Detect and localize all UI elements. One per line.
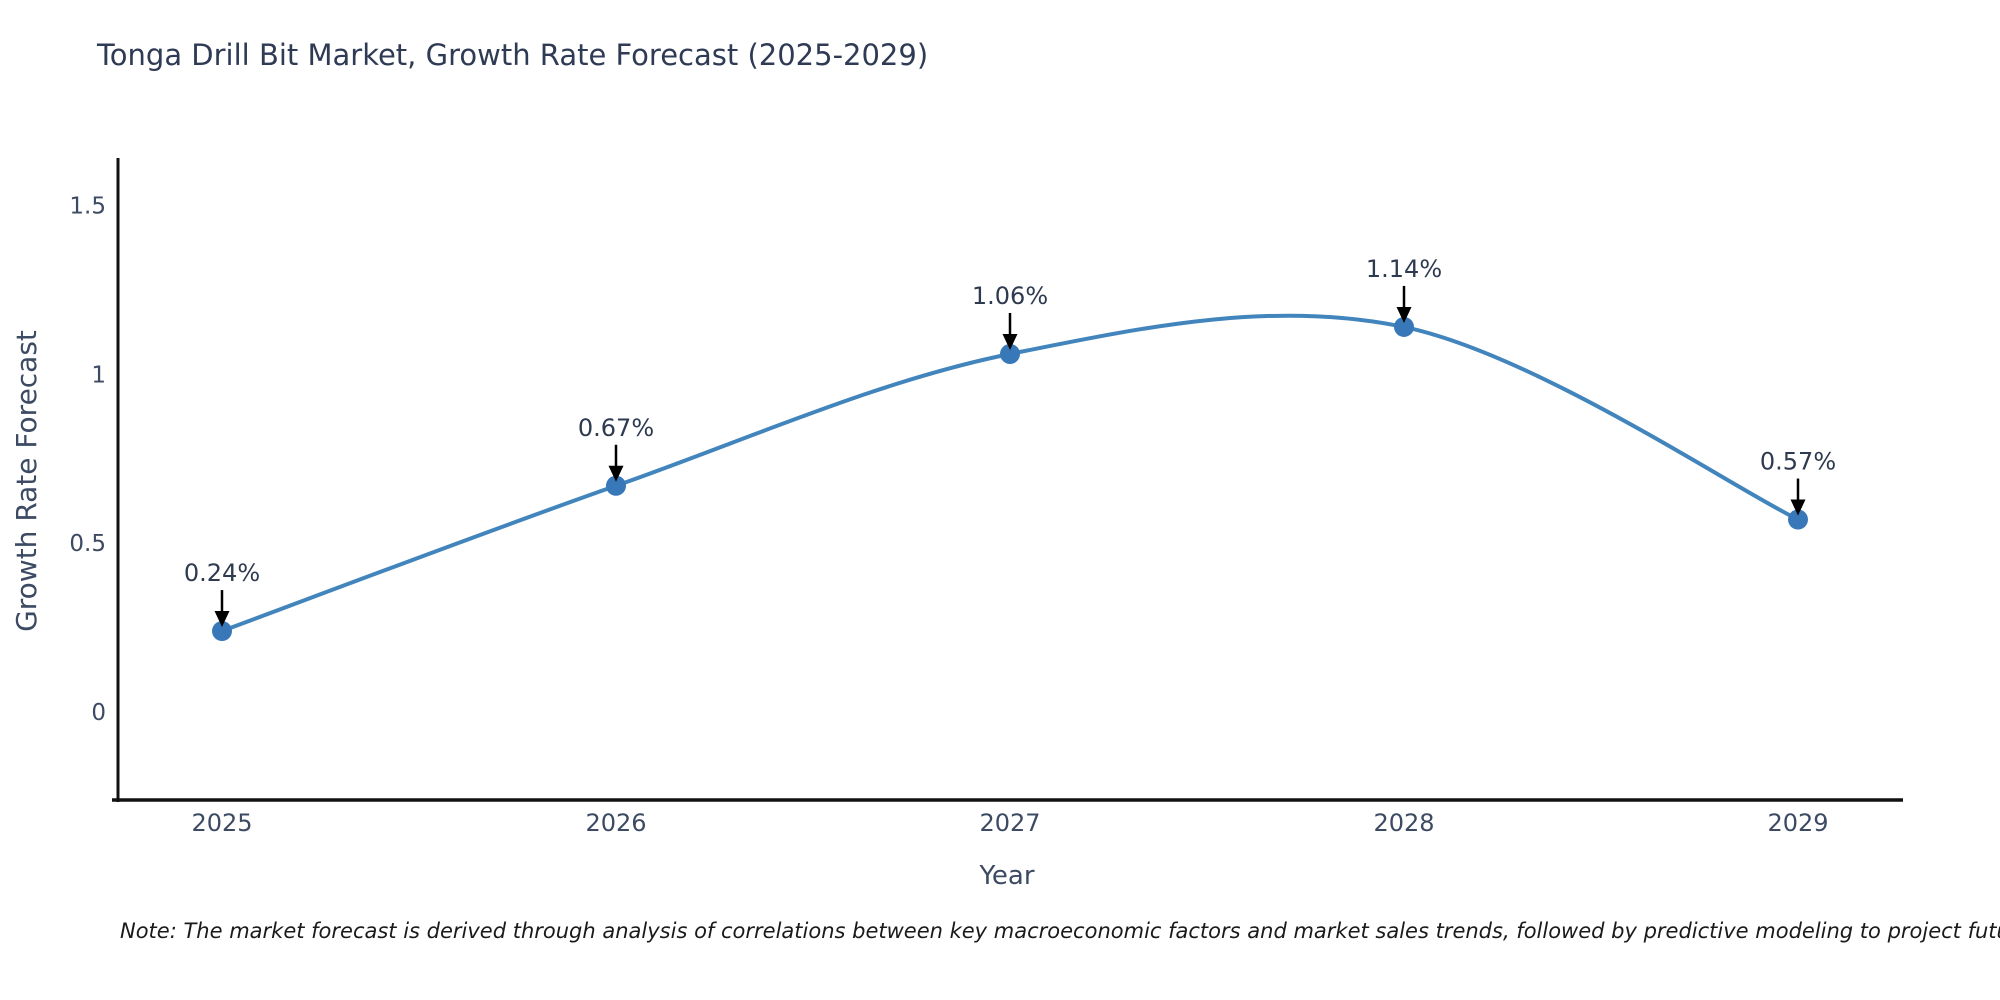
y-tick-label: 1.5 [69,193,106,219]
data-point-marker [1394,316,1414,337]
x-tick-label: 2029 [1767,809,1828,837]
chart-title: Tonga Drill Bit Market, Growth Rate Fore… [97,38,929,72]
x-tick-label: 2025 [191,809,252,837]
y-tick-label: 0 [91,700,106,726]
footnote: Note: The market forecast is derived thr… [120,919,2000,943]
annotation-arrowhead [214,611,230,628]
x-tick-label: 2026 [585,809,646,837]
annotation-label: 0.57% [1760,448,1836,476]
annotation-arrowhead [608,465,624,482]
annotation-arrowhead [1396,306,1412,323]
annotation-arrowhead [1002,333,1018,350]
annotation-label: 0.24% [184,559,260,587]
annotation-label: 1.14% [1366,255,1442,283]
x-axis-title: Year [979,861,1035,891]
data-point-marker [1000,343,1020,364]
y-axis-title: Growth Rate Forecast [10,330,43,632]
y-tick-label: 1 [91,362,106,388]
x-tick-label: 2028 [1373,809,1434,837]
data-point-marker [606,475,626,496]
annotation-label: 0.67% [578,414,654,442]
annotation-arrowhead [1790,499,1806,516]
data-point-marker [1788,509,1808,530]
annotation-label: 1.06% [972,282,1048,310]
data-point-marker [212,621,232,642]
x-tick-label: 2027 [979,809,1040,837]
y-tick-label: 0.5 [69,531,106,557]
